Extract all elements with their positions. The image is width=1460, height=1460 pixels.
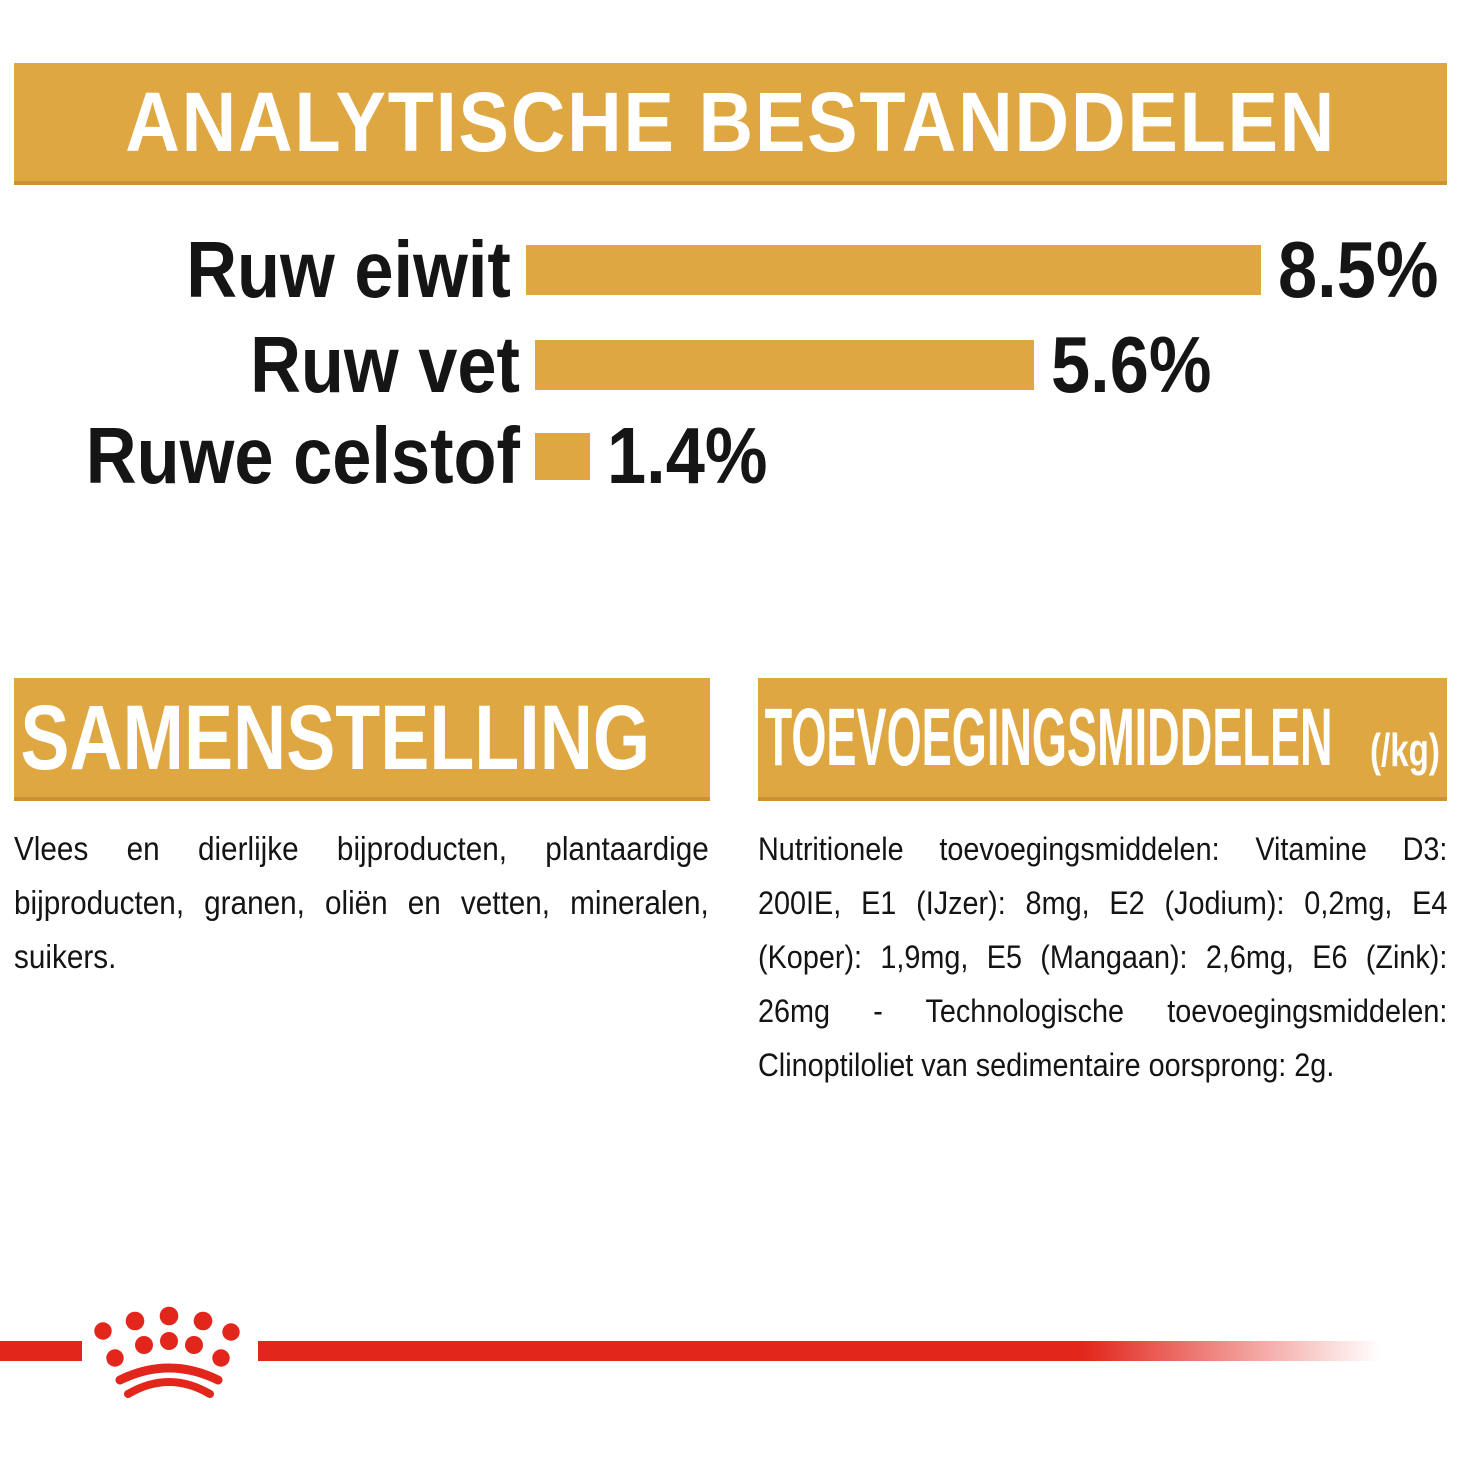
bar-value: 1.4% [607,411,768,500]
bar-value: 8.5% [1277,225,1439,314]
additives-header-title: TOEVOEGINGSMIDDELEN [764,691,1333,783]
analytical-header-banner: ANALYTISCHE BESTANDDELEN [14,63,1447,185]
bar-value: 5.6% [1051,320,1212,409]
brand-line-left [0,1341,82,1361]
composition-body-text: Vlees en dierlijke bijproducten, plantaa… [14,830,709,975]
royal-canin-crown-icon [94,1306,240,1398]
additives-body-text: Nutritionele toevoegingsmiddelen: Vitami… [758,831,1448,1083]
additives-header-banner: TOEVOEGINGSMIDDELEN (/kg) [758,678,1447,801]
analytical-header-title: ANALYTISCHE BESTANDDELEN [125,75,1336,169]
brand-line-right [258,1341,1403,1361]
bar-ruw-eiwit [525,245,1261,295]
bar-label: Ruwe celstof [85,411,520,500]
bar-label: Ruw vet [250,320,520,409]
composition-header-banner: SAMENSTELLING [14,678,710,801]
bar-label: Ruw eiwit [186,225,511,314]
chart-row-ruw-eiwit: Ruw eiwit 8.5% [0,230,1460,310]
bar-ruwe-celstof [535,432,590,480]
additives-header-unit: (/kg) [1370,724,1440,776]
bar-ruw-vet [535,340,1034,390]
chart-row-ruwe-celstof: Ruwe celstof 1.4% [0,416,1460,496]
composition-header-title: SAMENSTELLING [20,686,651,789]
chart-row-ruw-vet: Ruw vet 5.6% [0,325,1460,405]
